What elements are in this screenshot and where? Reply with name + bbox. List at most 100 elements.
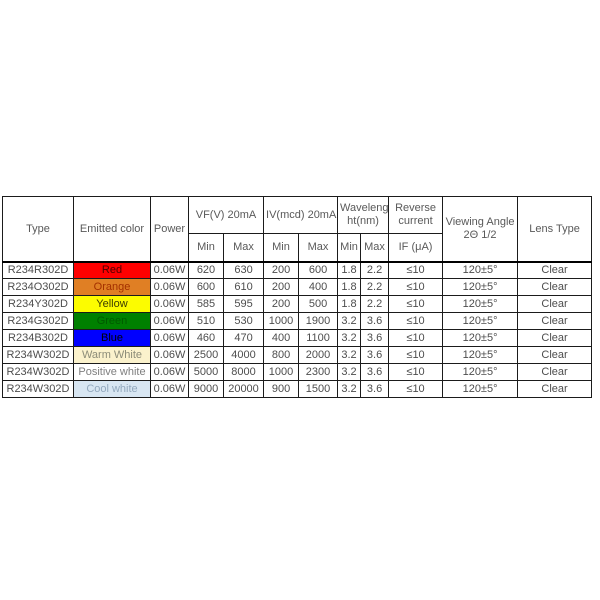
cell-wl-min: 1.8 — [337, 295, 362, 313]
cell-vf-max: 595 — [222, 295, 265, 313]
reverse-label-line2: current — [398, 215, 433, 227]
table-row: R234Y302D Yellow 0.06W 585 595 200 500 1… — [2, 295, 593, 313]
cell-viewing-angle: 120±5° — [442, 329, 519, 347]
col-header-power: Power — [150, 196, 189, 262]
col-header-vf-group: VF(V) 20mA — [187, 196, 265, 234]
cell-lens-type: Clear — [517, 260, 593, 279]
cell-type: R234R302D — [2, 260, 74, 279]
table-row: R234R302D Red 0.06W 620 630 200 600 1.8 … — [2, 260, 593, 279]
cell-iv-max: 2300 — [298, 363, 339, 381]
col-header-lens-type: Lens Type — [517, 196, 593, 262]
cell-wl-min: 1.8 — [337, 278, 362, 296]
cell-reverse-current: ≤10 — [388, 363, 444, 381]
cell-type: R234W302D — [2, 363, 74, 381]
cell-wl-max: 3.6 — [360, 363, 390, 381]
cell-vf-max: 20000 — [222, 380, 265, 398]
cell-emitted-color: Blue — [73, 329, 151, 347]
cell-power: 0.06W — [150, 346, 189, 364]
cell-type: R234W302D — [2, 380, 74, 398]
table-row: R234W302D Positive white 0.06W 5000 8000… — [2, 363, 593, 381]
cell-iv-max: 500 — [298, 295, 339, 313]
cell-vf-max: 530 — [222, 312, 265, 330]
cell-power: 0.06W — [150, 363, 189, 381]
table-header: Type Emitted color Power VF(V) 20mA IV(m… — [2, 196, 593, 262]
cell-vf-max: 4000 — [222, 346, 265, 364]
cell-iv-max: 1100 — [298, 329, 339, 347]
col-header-emitted-color: Emitted color — [73, 196, 151, 262]
cell-iv-min: 1000 — [263, 363, 300, 381]
cell-wl-min: 3.2 — [337, 363, 362, 381]
cell-power: 0.06W — [150, 295, 189, 313]
col-header-if-ua: IF (μA) — [388, 233, 444, 262]
cell-iv-min: 200 — [263, 260, 300, 279]
cell-reverse-current: ≤10 — [388, 329, 444, 347]
cell-type: R234B302D — [2, 329, 74, 347]
table-body: R234R302D Red 0.06W 620 630 200 600 1.8 … — [2, 260, 593, 398]
col-header-iv-group: IV(mcd) 20mA — [263, 196, 339, 234]
viewing-angle-label-line2: 2Θ 1/2 — [463, 228, 497, 241]
header-row-subcolumns: Min Max Min Max Min Max IF (μA) — [3, 233, 592, 262]
cell-power: 0.06W — [150, 380, 189, 398]
wavelength-label-line1: Waveleng — [340, 202, 389, 214]
cell-viewing-angle: 120±5° — [442, 363, 519, 381]
cell-emitted-color: Cool white — [73, 380, 151, 398]
cell-reverse-current: ≤10 — [388, 312, 444, 330]
cell-iv-min: 200 — [263, 295, 300, 313]
cell-emitted-color: Positive white — [73, 363, 151, 381]
table-row: R234W302D Cool white 0.06W 9000 20000 90… — [2, 380, 593, 398]
cell-wl-min: 1.8 — [337, 260, 362, 279]
cell-reverse-current: ≤10 — [388, 278, 444, 296]
cell-viewing-angle: 120±5° — [442, 380, 519, 398]
cell-vf-max: 8000 — [222, 363, 265, 381]
col-header-wl-min: Min — [337, 233, 362, 262]
cell-wl-min: 3.2 — [337, 380, 362, 398]
cell-iv-min: 400 — [263, 329, 300, 347]
cell-vf-min: 2500 — [188, 346, 224, 364]
cell-power: 0.06W — [150, 312, 189, 330]
cell-iv-min: 1000 — [263, 312, 300, 330]
cell-vf-min: 600 — [188, 278, 224, 296]
table-row: R234O302D Orange 0.06W 600 610 200 400 1… — [2, 278, 593, 296]
cell-viewing-angle: 120±5° — [442, 278, 519, 296]
cell-iv-min: 800 — [263, 346, 300, 364]
cell-vf-min: 620 — [188, 260, 224, 279]
cell-type: R234W302D — [2, 346, 74, 364]
wavelength-label-line2: ht(nm) — [347, 215, 379, 227]
cell-lens-type: Clear — [517, 363, 593, 381]
cell-viewing-angle: 120±5° — [442, 295, 519, 313]
cell-wl-max: 3.6 — [360, 346, 390, 364]
cell-vf-max: 610 — [222, 278, 265, 296]
table-row: R234B302D Blue 0.06W 460 470 400 1100 3.… — [2, 329, 593, 347]
cell-wl-max: 3.6 — [360, 380, 390, 398]
cell-emitted-color: Orange — [73, 278, 151, 296]
cell-vf-max: 470 — [222, 329, 265, 347]
col-header-iv-max: Max — [298, 233, 339, 262]
cell-lens-type: Clear — [517, 329, 593, 347]
reverse-label-line1: Reverse — [395, 202, 437, 214]
cell-power: 0.06W — [150, 260, 189, 279]
cell-lens-type: Clear — [517, 295, 593, 313]
col-header-type: Type — [2, 196, 74, 262]
cell-emitted-color: Red — [73, 260, 151, 279]
cell-wl-max: 2.2 — [360, 260, 390, 279]
cell-emitted-color: Yellow — [73, 295, 151, 313]
cell-vf-min: 585 — [188, 295, 224, 313]
cell-lens-type: Clear — [517, 278, 593, 296]
cell-iv-min: 200 — [263, 278, 300, 296]
cell-vf-min: 510 — [188, 312, 224, 330]
cell-iv-max: 600 — [298, 260, 339, 279]
table-row: R234G302D Green 0.06W 510 530 1000 1900 … — [2, 312, 593, 330]
cell-wl-min: 3.2 — [337, 346, 362, 364]
col-header-iv-min: Min — [263, 233, 300, 262]
cell-viewing-angle: 120±5° — [442, 312, 519, 330]
cell-iv-max: 1500 — [298, 380, 339, 398]
cell-power: 0.06W — [150, 329, 189, 347]
cell-type: R234Y302D — [2, 295, 74, 313]
cell-vf-max: 630 — [222, 260, 265, 279]
cell-iv-max: 400 — [298, 278, 339, 296]
table-row: R234W302D Warm White 0.06W 2500 4000 800… — [2, 346, 593, 364]
cell-viewing-angle: 120±5° — [442, 260, 519, 279]
cell-emitted-color: Warm White — [73, 346, 151, 364]
cell-wl-max: 2.2 — [360, 278, 390, 296]
